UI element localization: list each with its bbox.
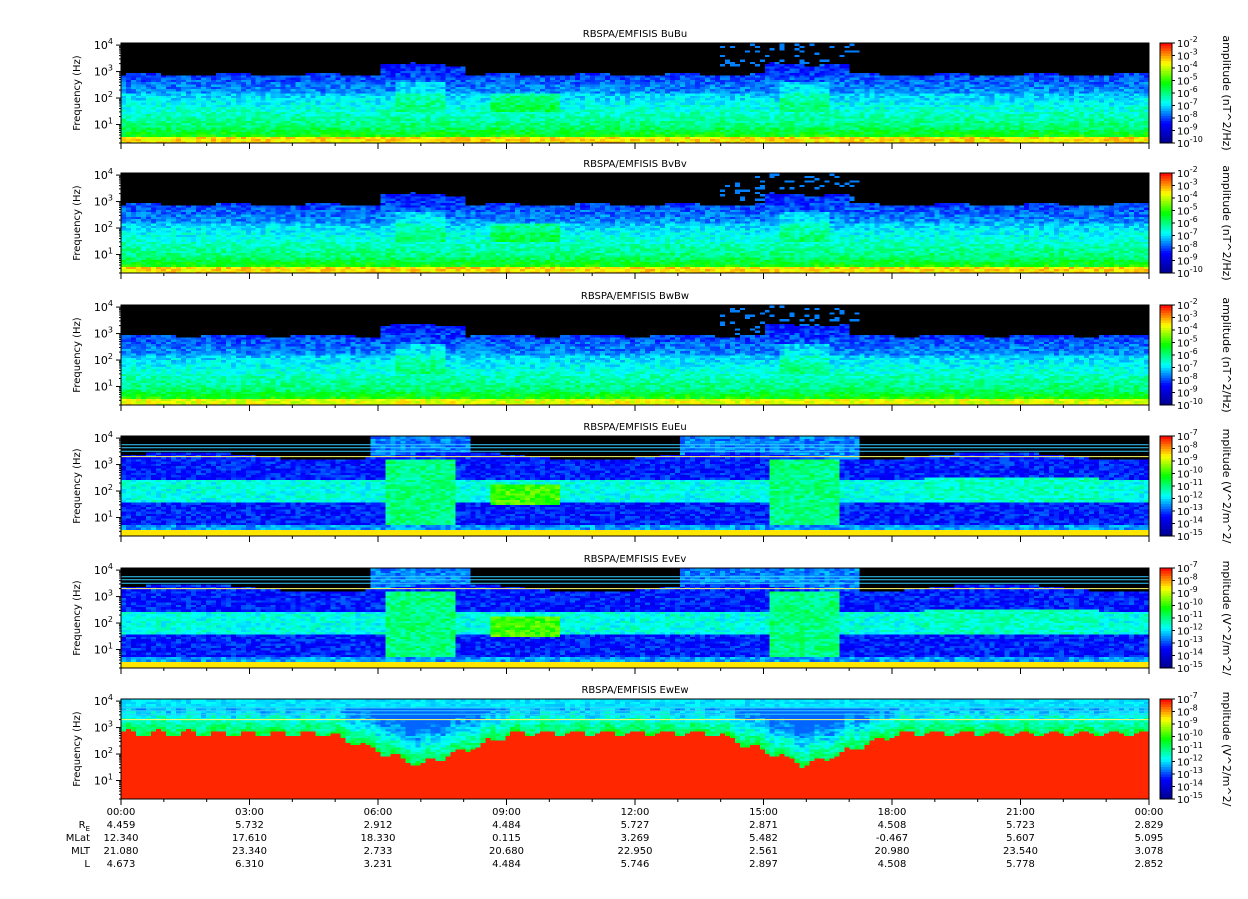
heatmap xyxy=(121,43,1150,144)
spectrogram-panel: RBSPA/EMFISIS BuBu101102103104Frequency … xyxy=(72,29,1233,151)
panel-title: RBSPA/EMFISIS BuBu xyxy=(583,29,687,40)
